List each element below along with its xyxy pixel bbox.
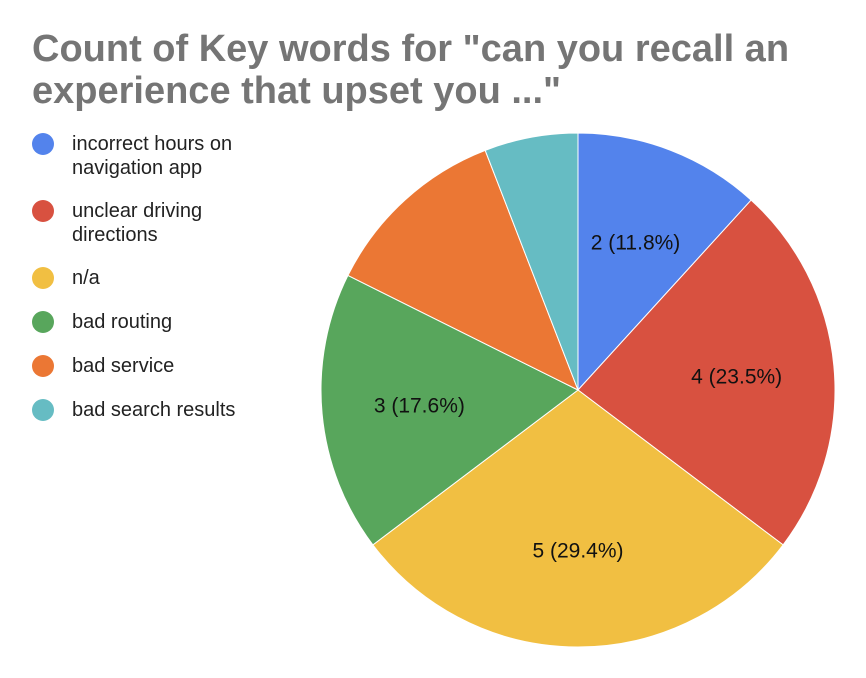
legend-label: n/a — [72, 267, 100, 289]
legend-swatch — [32, 311, 54, 333]
legend-item-bad-service[interactable]: bad service — [32, 354, 292, 378]
legend-swatch — [32, 267, 54, 289]
chart-legend: incorrect hours on navigation app unclea… — [32, 132, 292, 442]
pie-slice-bad-service[interactable] — [347, 149, 579, 392]
pie-slice-bad-search-results[interactable] — [484, 132, 579, 391]
chart-title-line-2: experience that upset you ..." — [32, 70, 562, 112]
legend-item-na[interactable]: n/a — [32, 266, 292, 290]
chart-title-line-1: Count of Key words for "can you recall a… — [32, 28, 790, 70]
chart-title: Count of Key words for "can you recall a… — [32, 28, 852, 112]
legend-item-unclear-directions[interactable]: unclear driving directions — [32, 199, 292, 247]
slice-data-label: 3 (17.6%) — [374, 395, 465, 418]
legend-item-incorrect-hours[interactable]: incorrect hours on navigation app — [32, 132, 292, 180]
legend-item-bad-search-results[interactable]: bad search results — [32, 398, 292, 422]
slice-data-label: 4 (23.5%) — [691, 365, 782, 388]
legend-swatch — [32, 355, 54, 377]
pie-slice-unclear-driving-directions[interactable] — [577, 199, 836, 546]
legend-swatch — [32, 200, 54, 222]
legend-item-bad-routing[interactable]: bad routing — [32, 310, 292, 334]
slice-data-label: 5 (29.4%) — [532, 539, 623, 562]
legend-label: bad service — [72, 355, 175, 377]
slice-data-label: 2 (11.8%) — [591, 231, 681, 254]
legend-label: bad search results — [72, 399, 236, 421]
legend-swatch — [32, 133, 54, 155]
legend-label: unclear driving directions — [72, 200, 203, 246]
pie-slice-bad-routing[interactable] — [320, 274, 579, 546]
pie-slice-n-a[interactable] — [372, 389, 784, 648]
legend-label: bad routing — [72, 311, 173, 333]
legend-swatch — [32, 399, 54, 421]
legend-label: incorrect hours on navigation app — [72, 133, 233, 179]
pie-slice-incorrect-hours-on-navigation-app[interactable] — [577, 132, 752, 392]
